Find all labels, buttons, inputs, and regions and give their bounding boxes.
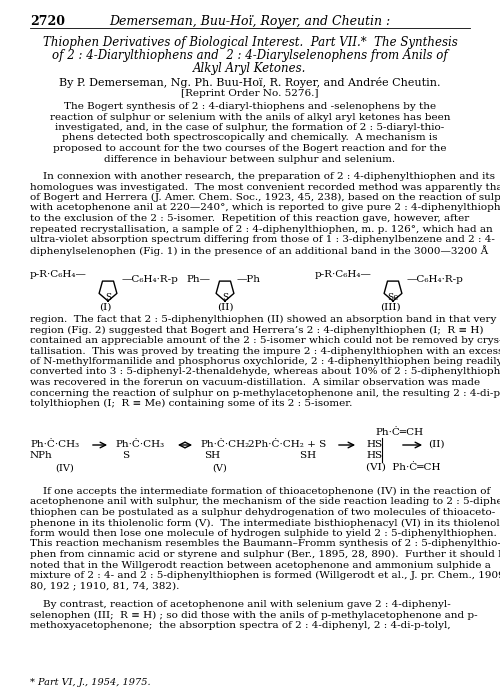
Text: to the exclusion of the 2 : 5-isomer.  Repetition of this reaction gave, however: to the exclusion of the 2 : 5-isomer. Re… [30, 214, 469, 223]
Text: Ph—: Ph— [186, 275, 210, 284]
Text: 2720: 2720 [30, 15, 65, 28]
Text: Ph·Ċ·CH₃: Ph·Ċ·CH₃ [115, 440, 164, 449]
Text: methoxyacetophenone;  the absorption spectra of 2 : 4-diphenyl, 2 : 4-di-p-tolyl: methoxyacetophenone; the absorption spec… [30, 621, 450, 630]
Text: Se: Se [387, 294, 399, 303]
Text: —C₆H₄·R-p: —C₆H₄·R-p [122, 275, 179, 284]
Text: tolylthiophen (I;  R ≡ Me) containing some of its 2 : 5-isomer.: tolylthiophen (I; R ≡ Me) containing som… [30, 399, 352, 408]
Text: investigated, and, in the case of sulphur, the formation of 2 : 5-diaryl-thio-: investigated, and, in the case of sulphu… [56, 123, 444, 132]
Text: (I): (I) [99, 303, 111, 312]
Text: noted that in the Willgerodt reaction between acetophenone and ammonium sulphide: noted that in the Willgerodt reaction be… [30, 560, 491, 569]
Text: reaction of sulphur or selenium with the anils of alkyl aryl ketones has been: reaction of sulphur or selenium with the… [50, 113, 450, 122]
Text: Ph·Ċ═CH: Ph·Ċ═CH [375, 428, 423, 437]
Text: of N-methylformanilide and phosphorus oxychloride, 2 : 4-diphenylthiophen being : of N-methylformanilide and phosphorus ox… [30, 357, 500, 366]
Text: —Ph: —Ph [237, 275, 261, 284]
Text: This reaction mechanism resembles the Baumann–Fromm synthesis of 2 : 5-diphenylt: This reaction mechanism resembles the Ba… [30, 539, 500, 548]
Text: If one accepts the intermediate formation of thioacetophenone (IV) in the reacti: If one accepts the intermediate formatio… [30, 487, 490, 496]
Text: (VI)  Ph·Ċ═CH: (VI) Ph·Ċ═CH [366, 462, 440, 473]
Text: By P. Demerseman, Ng. Ph. Buu-Hoï, R. Royer, and Andrée Cheutin.: By P. Demerseman, Ng. Ph. Buu-Hoï, R. Ro… [60, 77, 441, 88]
Text: (V): (V) [212, 464, 228, 473]
Text: form would then lose one molecule of hydrogen sulphide to yield 2 : 5-diphenylth: form would then lose one molecule of hyd… [30, 529, 497, 538]
Text: repeated recrystallisation, a sample of 2 : 4-diphenylthiophen, m. p. 126°, whic: repeated recrystallisation, a sample of … [30, 225, 493, 233]
Text: thiophen can be postulated as a sulphur dehydrogenation of two molecules of thio: thiophen can be postulated as a sulphur … [30, 508, 495, 517]
Text: mixture of 2 : 4- and 2 : 5-diphenylthiophen is formed (Willgerodt et al., J. pr: mixture of 2 : 4- and 2 : 5-diphenylthio… [30, 571, 500, 580]
Text: converted into 3 : 5-diphenyl-2-thenaldehyde, whereas about 10% of 2 : 5-dipheny: converted into 3 : 5-diphenyl-2-thenalde… [30, 367, 500, 377]
Text: Ph·Ċ·CH₂: Ph·Ċ·CH₂ [200, 440, 249, 449]
Text: By contrast, reaction of acetophenone anil with selenium gave 2 : 4-diphenyl-: By contrast, reaction of acetophenone an… [30, 600, 451, 609]
Text: region (Fig. 2) suggested that Bogert and Herrera’s 2 : 4-diphenylthiophen (I;  : region (Fig. 2) suggested that Bogert an… [30, 326, 484, 335]
Text: homologues was investigated.  The most convenient recorded method was apparently: homologues was investigated. The most co… [30, 182, 500, 191]
Text: diphenylselenophen (Fig. 1) in the presence of an additional band in the 3000—32: diphenylselenophen (Fig. 1) in the prese… [30, 246, 488, 256]
Text: * Part VI, J., 1954, 1975.: * Part VI, J., 1954, 1975. [30, 678, 150, 687]
Text: S: S [105, 294, 111, 303]
Text: phens detected both spectroscopically and chemically.  A mechanism is: phens detected both spectroscopically an… [62, 134, 438, 143]
Text: (II): (II) [217, 303, 233, 312]
Text: [Reprint Order No. 5276.]: [Reprint Order No. 5276.] [181, 89, 319, 98]
Text: 80, 192 ; 1910, 81, 74, 382).: 80, 192 ; 1910, 81, 74, 382). [30, 581, 180, 590]
Text: (II): (II) [428, 440, 444, 449]
Text: HS: HS [366, 451, 382, 460]
Text: HS: HS [366, 440, 382, 449]
Text: The Bogert synthesis of 2 : 4-diaryl-thiophens and -selenophens by the: The Bogert synthesis of 2 : 4-diaryl-thi… [64, 102, 436, 111]
Text: difference in behaviour between sulphur and selenium.: difference in behaviour between sulphur … [104, 155, 396, 164]
Text: Ph·Ċ·CH₃: Ph·Ċ·CH₃ [30, 440, 79, 449]
Text: phen from cinnamic acid or styrene and sulphur (Ber., 1895, 28, 890).  Further i: phen from cinnamic acid or styrene and s… [30, 550, 500, 559]
Text: selenophen (III;  R ≡ H) ; so did those with the anils of p-methylacetophenone a: selenophen (III; R ≡ H) ; so did those w… [30, 610, 478, 619]
Text: NPh: NPh [30, 451, 53, 460]
Text: concerning the reaction of sulphur on p-methylacetophenone anil, the resulting 2: concerning the reaction of sulphur on p-… [30, 388, 500, 397]
Text: of Bogert and Herrera (J. Amer. Chem. Soc., 1923, 45, 238), based on the reactio: of Bogert and Herrera (J. Amer. Chem. So… [30, 193, 500, 202]
Text: p-R·C₆H₄—: p-R·C₆H₄— [315, 270, 372, 279]
Text: SH: SH [204, 451, 220, 460]
Text: ultra-violet absorption spectrum differing from those of 1 : 3-diphenylbenzene a: ultra-violet absorption spectrum differi… [30, 235, 495, 244]
Text: 2Ph·Ċ·CH₂ + S: 2Ph·Ċ·CH₂ + S [248, 440, 326, 449]
Text: S: S [122, 451, 129, 460]
Text: acetophenone anil with sulphur, the mechanism of the side reaction leading to 2 : acetophenone anil with sulphur, the mech… [30, 498, 500, 507]
Text: Demerseman, Buu-Hoï, Royer, and Cheutin :: Demerseman, Buu-Hoï, Royer, and Cheutin … [110, 15, 390, 28]
Text: p-R·C₆H₄—: p-R·C₆H₄— [30, 270, 87, 279]
Text: phenone in its thiolenolic form (V).  The intermediate bisthiophenacyl (VI) in i: phenone in its thiolenolic form (V). The… [30, 519, 500, 528]
Text: Alkyl Aryl Ketones.: Alkyl Aryl Ketones. [194, 62, 306, 75]
Text: of 2 : 4-Diarylthiophens and  2 : 4-Diarylselenophens from Anils of: of 2 : 4-Diarylthiophens and 2 : 4-Diary… [52, 49, 448, 62]
Text: region.  The fact that 2 : 5-diphenylthiophen (II) showed an absorption band in : region. The fact that 2 : 5-diphenylthio… [30, 315, 496, 324]
Text: with acetophenone anil at 220—240°, which is reported to give pure 2 : 4-dipheny: with acetophenone anil at 220—240°, whic… [30, 203, 500, 212]
Text: S: S [222, 294, 228, 303]
Text: tallisation.  This was proved by treating the impure 2 : 4-diphenylthiophen with: tallisation. This was proved by treating… [30, 347, 500, 356]
Text: —C₆H₄·R-p: —C₆H₄·R-p [407, 275, 464, 284]
Text: Thiophen Derivatives of Biological Interest.  Part VII.*  The Synthesis: Thiophen Derivatives of Biological Inter… [42, 36, 458, 49]
Text: SH: SH [248, 451, 316, 460]
Text: (III): (III) [380, 303, 400, 312]
Text: contained an appreciable amount of the 2 : 5-isomer which could not be removed b: contained an appreciable amount of the 2… [30, 336, 500, 345]
Text: In connexion with another research, the preparation of 2 : 4-diphenylthiophen an: In connexion with another research, the … [30, 172, 495, 181]
Text: was recovered in the forerun on vacuum-distillation.  A similar observation was : was recovered in the forerun on vacuum-d… [30, 378, 480, 387]
Text: proposed to account for the two courses of the Bogert reaction and for the: proposed to account for the two courses … [53, 144, 447, 153]
Text: (IV): (IV) [56, 464, 74, 473]
